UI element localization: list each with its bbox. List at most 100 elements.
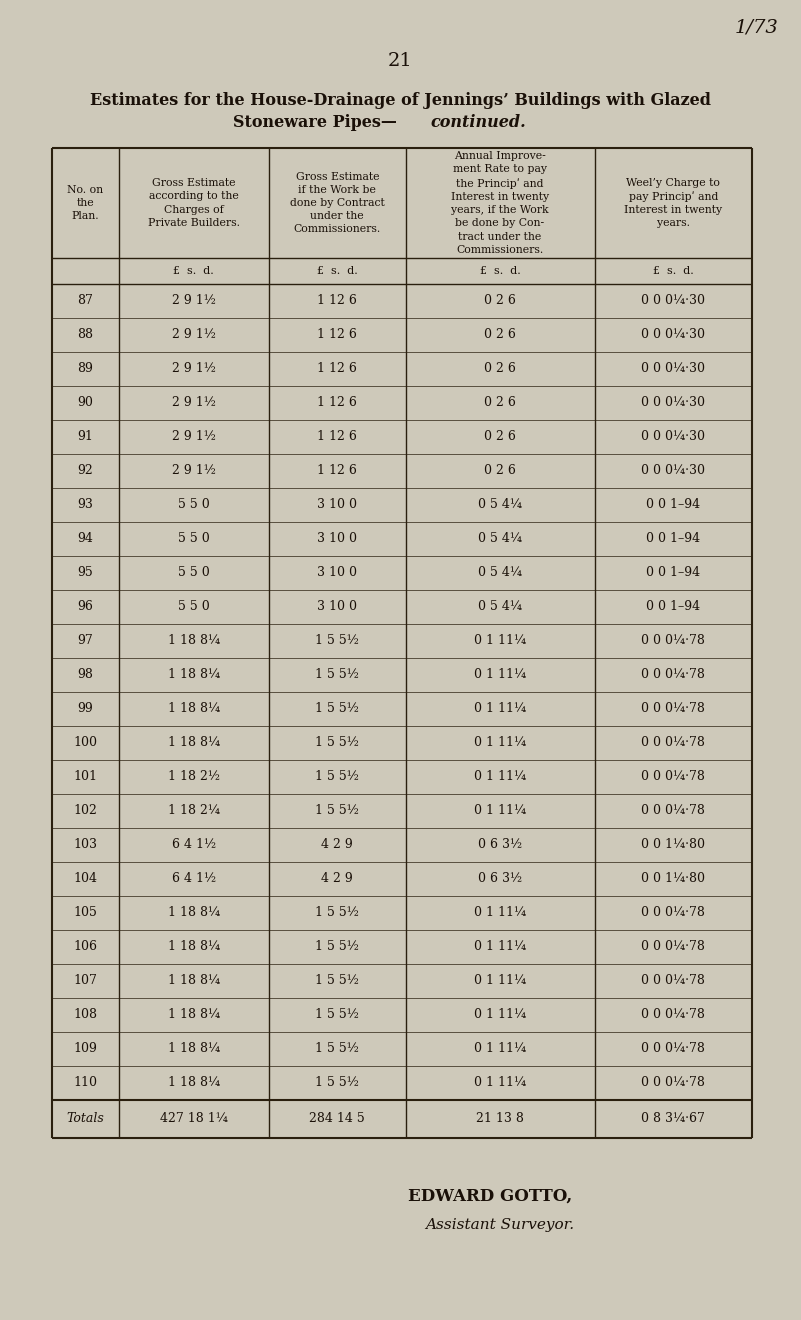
Text: 4 2 9: 4 2 9 (321, 838, 353, 851)
Text: 0 0 0¼·78: 0 0 0¼·78 (642, 940, 705, 953)
Text: 2 9 1½: 2 9 1½ (171, 396, 215, 409)
Text: 5 5 0: 5 5 0 (178, 499, 210, 511)
Text: continued.: continued. (430, 114, 525, 131)
Text: 0 0 0¼·78: 0 0 0¼·78 (642, 1008, 705, 1022)
Text: 0 0 0¼·78: 0 0 0¼·78 (642, 1077, 705, 1089)
Text: Totals: Totals (66, 1113, 104, 1126)
Text: EDWARD GOTTO,: EDWARD GOTTO, (408, 1188, 572, 1205)
Text: 3 10 0: 3 10 0 (317, 499, 357, 511)
Text: 1 12 6: 1 12 6 (317, 329, 357, 342)
Text: 1 5 5½: 1 5 5½ (316, 635, 359, 648)
Text: 105: 105 (74, 907, 97, 920)
Text: 101: 101 (73, 771, 97, 784)
Text: 0 0 0¼·30: 0 0 0¼·30 (642, 329, 705, 342)
Text: 89: 89 (78, 363, 93, 375)
Text: 1 5 5½: 1 5 5½ (316, 1008, 359, 1022)
Text: Gross Estimate
if the Work be
done by Contract
under the
Commissioners.: Gross Estimate if the Work be done by Co… (290, 172, 384, 235)
Text: 6 4 1½: 6 4 1½ (171, 838, 215, 851)
Text: 0 0 0¼·78: 0 0 0¼·78 (642, 771, 705, 784)
Text: 6 4 1½: 6 4 1½ (171, 873, 215, 886)
Text: 2 9 1½: 2 9 1½ (171, 294, 215, 308)
Text: 1 5 5½: 1 5 5½ (316, 737, 359, 750)
Text: 21: 21 (388, 51, 413, 70)
Text: 1 18 8¼: 1 18 8¼ (167, 974, 219, 987)
Text: 2 9 1½: 2 9 1½ (171, 430, 215, 444)
Text: 0 2 6: 0 2 6 (484, 294, 516, 308)
Text: 0 0 1¼·80: 0 0 1¼·80 (642, 838, 705, 851)
Text: 88: 88 (77, 329, 93, 342)
Text: Stoneware Pipes—: Stoneware Pipes— (233, 114, 397, 131)
Text: 0 1 11¼: 0 1 11¼ (474, 1008, 526, 1022)
Text: 1 5 5½: 1 5 5½ (316, 804, 359, 817)
Text: 1 18 8¼: 1 18 8¼ (167, 737, 219, 750)
Text: 1/73: 1/73 (735, 18, 778, 36)
Text: 0 0 0¼·78: 0 0 0¼·78 (642, 1043, 705, 1056)
Text: 1 12 6: 1 12 6 (317, 430, 357, 444)
Text: 97: 97 (78, 635, 93, 648)
Text: 1 5 5½: 1 5 5½ (316, 1043, 359, 1056)
Text: 1 5 5½: 1 5 5½ (316, 702, 359, 715)
Text: 0 0 1¼·80: 0 0 1¼·80 (642, 873, 705, 886)
Text: 0 6 3½: 0 6 3½ (478, 873, 522, 886)
Text: 0 1 11¼: 0 1 11¼ (474, 1077, 526, 1089)
Text: 0 1 11¼: 0 1 11¼ (474, 1043, 526, 1056)
Text: 0 2 6: 0 2 6 (484, 363, 516, 375)
Text: 0 0 0¼·78: 0 0 0¼·78 (642, 907, 705, 920)
Text: 0 0 0¼·78: 0 0 0¼·78 (642, 635, 705, 648)
Text: 1 18 8¼: 1 18 8¼ (167, 1008, 219, 1022)
Text: 108: 108 (73, 1008, 97, 1022)
Text: 103: 103 (73, 838, 97, 851)
Text: 5 5 0: 5 5 0 (178, 566, 210, 579)
Text: 102: 102 (74, 804, 97, 817)
Text: Estimates for the House-Drainage of Jennings’ Buildings with Glazed: Estimates for the House-Drainage of Jenn… (90, 92, 710, 110)
Text: 3 10 0: 3 10 0 (317, 566, 357, 579)
Text: 0 0 1–94: 0 0 1–94 (646, 532, 700, 545)
Text: 1 18 8¼: 1 18 8¼ (167, 702, 219, 715)
Text: 90: 90 (78, 396, 93, 409)
Text: Assistant Surveyor.: Assistant Surveyor. (425, 1218, 574, 1232)
Text: 3 10 0: 3 10 0 (317, 601, 357, 614)
Text: £  s.  d.: £ s. d. (480, 267, 521, 276)
Text: 0 6 3½: 0 6 3½ (478, 838, 522, 851)
Text: 1 5 5½: 1 5 5½ (316, 907, 359, 920)
Text: 106: 106 (73, 940, 97, 953)
Text: 100: 100 (73, 737, 97, 750)
Text: 0 5 4¼: 0 5 4¼ (478, 499, 522, 511)
Text: Gross Estimate
according to the
Charges of
Private Builders.: Gross Estimate according to the Charges … (147, 178, 239, 228)
Text: 1 18 2¼: 1 18 2¼ (167, 804, 219, 817)
Text: 95: 95 (78, 566, 93, 579)
Text: 1 18 8¼: 1 18 8¼ (167, 635, 219, 648)
Text: 104: 104 (73, 873, 97, 886)
Text: 1 5 5½: 1 5 5½ (316, 940, 359, 953)
Text: 0 0 0¼·78: 0 0 0¼·78 (642, 737, 705, 750)
Text: £  s.  d.: £ s. d. (653, 267, 694, 276)
Text: 0 0 0¼·78: 0 0 0¼·78 (642, 702, 705, 715)
Text: 1 18 8¼: 1 18 8¼ (167, 940, 219, 953)
Text: 110: 110 (73, 1077, 97, 1089)
Text: 3 10 0: 3 10 0 (317, 532, 357, 545)
Text: 0 1 11¼: 0 1 11¼ (474, 804, 526, 817)
Text: 93: 93 (78, 499, 93, 511)
Text: 107: 107 (74, 974, 97, 987)
Text: 0 0 0¼·30: 0 0 0¼·30 (642, 294, 705, 308)
Text: 0 1 11¼: 0 1 11¼ (474, 771, 526, 784)
Text: 0 2 6: 0 2 6 (484, 396, 516, 409)
Text: 0 0 1–94: 0 0 1–94 (646, 566, 700, 579)
Text: 0 0 0¼·30: 0 0 0¼·30 (642, 430, 705, 444)
Text: 1 18 8¼: 1 18 8¼ (167, 1077, 219, 1089)
Text: 1 18 8¼: 1 18 8¼ (167, 668, 219, 681)
Text: 0 1 11¼: 0 1 11¼ (474, 907, 526, 920)
Text: 0 0 0¼·30: 0 0 0¼·30 (642, 465, 705, 478)
Text: 0 0 1–94: 0 0 1–94 (646, 499, 700, 511)
Text: 91: 91 (78, 430, 93, 444)
Text: 0 0 0¼·30: 0 0 0¼·30 (642, 363, 705, 375)
Text: 94: 94 (78, 532, 93, 545)
Text: Weel’y Charge to
pay Principʹ and
Interest in twenty
years.: Weel’y Charge to pay Principʹ and Intere… (624, 178, 723, 228)
Text: 0 0 0¼·78: 0 0 0¼·78 (642, 974, 705, 987)
Text: 1 18 8¼: 1 18 8¼ (167, 907, 219, 920)
Text: 2 9 1½: 2 9 1½ (171, 465, 215, 478)
Text: 0 1 11¼: 0 1 11¼ (474, 737, 526, 750)
Text: 0 2 6: 0 2 6 (484, 329, 516, 342)
Text: 1 5 5½: 1 5 5½ (316, 771, 359, 784)
Text: Annual Improve-
ment Rate to pay
the Principʹ and
Interest in twenty
years, if t: Annual Improve- ment Rate to pay the Pri… (451, 152, 549, 255)
